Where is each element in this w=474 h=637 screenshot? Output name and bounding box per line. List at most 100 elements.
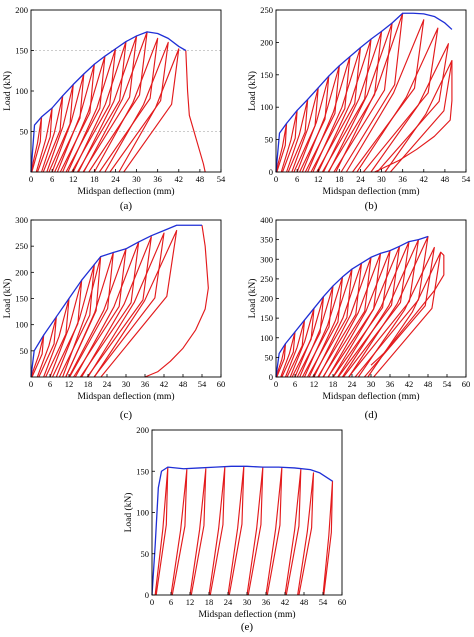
x-tick-label: 18 (205, 597, 214, 607)
x-tick-label: 0 (274, 174, 278, 184)
x-tick-label: 30 (122, 379, 131, 389)
y-tick-label: 200 (260, 37, 273, 47)
load-cycle (77, 35, 138, 173)
envelope-line (275, 235, 429, 378)
x-axis-title: Midspan deflection (mm) (198, 609, 295, 620)
y-axis-title: Load (kN) (247, 71, 258, 111)
y-tick-label: 0 (269, 372, 273, 382)
x-axis-title: Midspan deflection (mm) (322, 186, 419, 197)
y-tick-label: 250 (260, 274, 273, 284)
x-tick-label: 36 (262, 597, 271, 607)
x-tick-label: 48 (300, 597, 309, 607)
post-peak-branch (144, 225, 209, 378)
chart-panel-1: 0 6 12 18 24 30 36 42 48 54 50 100 150 200 Midspan def… (2, 5, 226, 212)
y-tick-label: 0 (269, 167, 273, 177)
panel-label: (e) (241, 621, 254, 633)
x-tick-label: 24 (111, 174, 120, 184)
y-tick-label: 50 (265, 352, 274, 362)
x-tick-label: 18 (90, 174, 99, 184)
x-tick-label: 18 (335, 174, 344, 184)
x-tick-label: 54 (319, 597, 328, 607)
envelope-line (275, 12, 453, 173)
y-tick-label: 200 (260, 294, 273, 304)
load-cycle (246, 466, 264, 596)
load-cycle (104, 41, 169, 173)
y-tick-label: 50 (141, 549, 150, 559)
x-tick-label: 54 (198, 379, 207, 389)
envelope-line (30, 224, 202, 378)
load-cycle (370, 43, 449, 173)
x-tick-label: 42 (420, 174, 429, 184)
plot-frame (151, 429, 343, 596)
y-tick-label: 300 (260, 254, 273, 264)
y-tick-label: 250 (15, 241, 28, 251)
chart-panel-3: 0 6 12 18 24 30 36 42 48 54 60 50 100 150 200 250 300 Mid… (2, 215, 225, 421)
y-tick-label: 350 (260, 235, 273, 245)
panel-label: (d) (365, 409, 378, 421)
x-tick-label: 36 (141, 379, 150, 389)
x-tick-label: 12 (69, 174, 78, 184)
x-tick-label: 12 (65, 379, 74, 389)
y-tick-label: 200 (136, 425, 149, 435)
x-tick-label: 48 (196, 174, 205, 184)
load-cycle (81, 236, 152, 378)
y-tick-label: 150 (15, 46, 28, 56)
x-tick-label: 42 (160, 379, 169, 389)
y-tick-label: 250 (260, 5, 273, 15)
panel-label: (c) (120, 409, 133, 421)
y-tick-label: 50 (265, 135, 274, 145)
panel-label: (a) (120, 200, 133, 212)
x-tick-label: 6 (169, 597, 173, 607)
x-tick-label: 24 (356, 174, 365, 184)
x-tick-label: 42 (405, 379, 414, 389)
y-tick-label: 100 (260, 333, 273, 343)
y-tick-label: 300 (15, 215, 28, 225)
x-axis-title: Midspan deflection (mm) (77, 391, 174, 402)
x-tick-label: 54 (462, 174, 471, 184)
load-cycle (322, 30, 383, 173)
x-tick-label: 24 (348, 379, 357, 389)
x-tick-label: 0 (29, 174, 33, 184)
x-tick-label: 36 (386, 379, 395, 389)
y-axis-title: Load (kN) (2, 279, 13, 319)
y-tick-label: 150 (260, 70, 273, 80)
x-tick-label: 30 (243, 597, 252, 607)
post-peak-branch (370, 251, 445, 366)
y-tick-label: 100 (15, 320, 28, 330)
y-tick-label: 200 (15, 267, 28, 277)
x-tick-label: 12 (314, 174, 323, 184)
x-tick-label: 42 (281, 597, 290, 607)
x-tick-label: 54 (443, 379, 452, 389)
load-cycle (265, 467, 283, 596)
envelope-line (30, 31, 187, 173)
load-cycle (189, 468, 207, 596)
x-tick-label: 18 (84, 379, 93, 389)
load-cycle (154, 466, 169, 596)
x-tick-label: 0 (274, 379, 278, 389)
plot-frame (275, 9, 467, 173)
load-cycle (93, 229, 178, 378)
x-tick-label: 12 (186, 597, 195, 607)
post-peak-branch (185, 50, 206, 173)
y-tick-label: 50 (20, 346, 29, 356)
x-tick-label: 48 (424, 379, 433, 389)
x-tick-label: 6 (295, 174, 299, 184)
y-tick-label: 400 (260, 215, 273, 225)
x-tick-label: 30 (132, 174, 141, 184)
envelope-line (151, 465, 333, 596)
load-cycle (118, 48, 180, 173)
panel-label: (b) (365, 200, 378, 212)
load-cycle (170, 469, 188, 596)
x-tick-label: 60 (338, 597, 347, 607)
load-cycle (297, 472, 315, 596)
y-tick-label: 100 (15, 86, 28, 96)
chart-panel-2: 0 6 12 18 24 30 36 42 48 54 0 50 100 150 200 250 Midspan… (247, 5, 471, 212)
x-tick-label: 36 (398, 174, 407, 184)
x-tick-label: 6 (50, 174, 54, 184)
y-tick-label: 150 (260, 313, 273, 323)
load-cycle (357, 246, 435, 378)
x-tick-label: 30 (367, 379, 376, 389)
x-tick-label: 30 (377, 174, 386, 184)
x-tick-label: 6 (48, 379, 52, 389)
chart-panel-4: 0 6 12 18 24 30 36 42 48 54 60 0 50 100 150 200 250 300 35… (247, 215, 470, 421)
